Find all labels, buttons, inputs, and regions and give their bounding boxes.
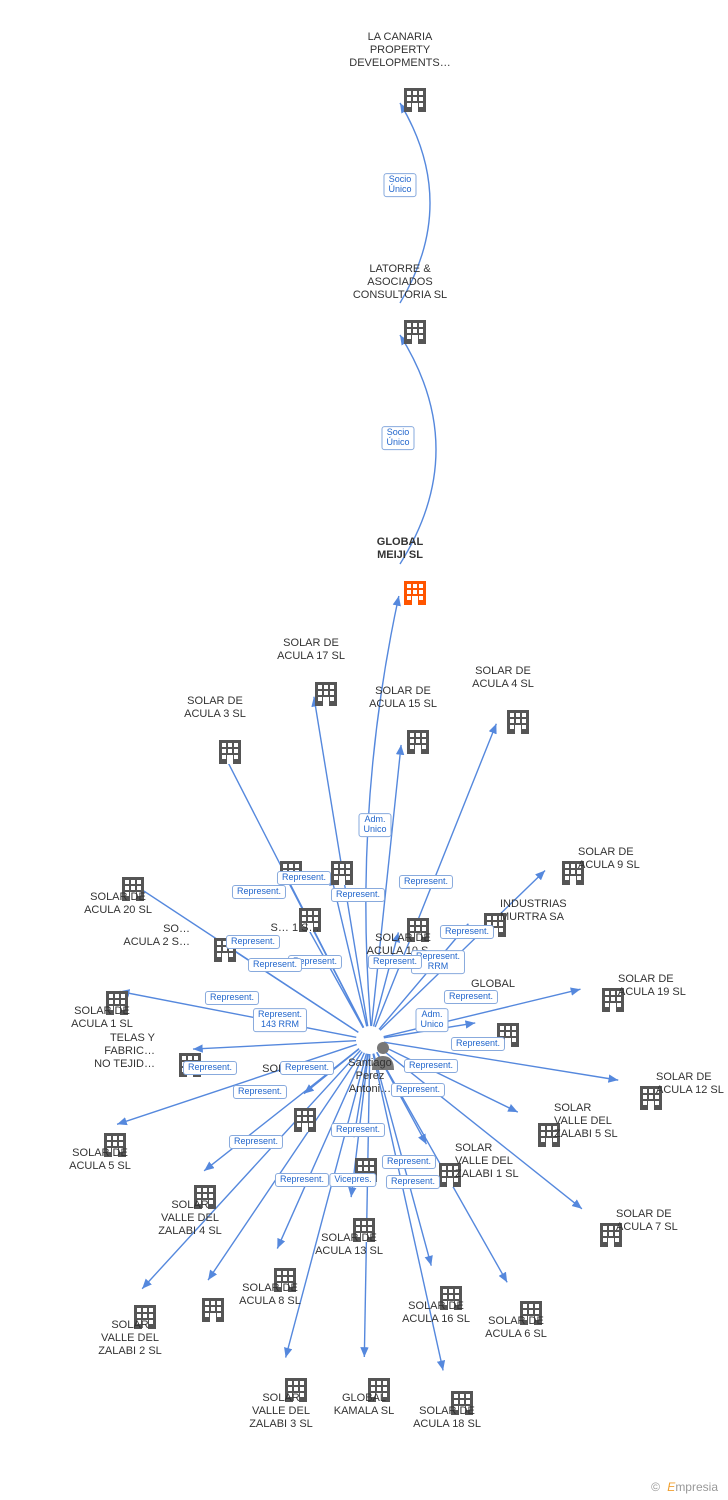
edge: [331, 876, 367, 1027]
edge: [400, 103, 430, 303]
edge: [354, 1054, 368, 1137]
edge: [364, 1054, 369, 1357]
edge: [286, 1054, 367, 1358]
brand-rest: mpresia: [675, 1480, 718, 1494]
edge: [400, 335, 436, 564]
copyright-symbol: ©: [651, 1480, 660, 1494]
edge: [225, 945, 358, 1032]
edge: [204, 1049, 359, 1171]
edge: [383, 1046, 518, 1112]
edge: [373, 1054, 443, 1371]
edge: [380, 871, 545, 1031]
edge: [284, 874, 363, 1028]
edge: [374, 1054, 432, 1266]
graph-edges: [0, 0, 728, 1500]
footer-copyright: © Empresia: [651, 1480, 718, 1494]
edge: [120, 991, 357, 1037]
edge: [142, 1050, 360, 1288]
edge: [371, 745, 401, 1026]
edge: [193, 1041, 356, 1049]
edge: [375, 724, 496, 1027]
edge: [384, 989, 581, 1036]
